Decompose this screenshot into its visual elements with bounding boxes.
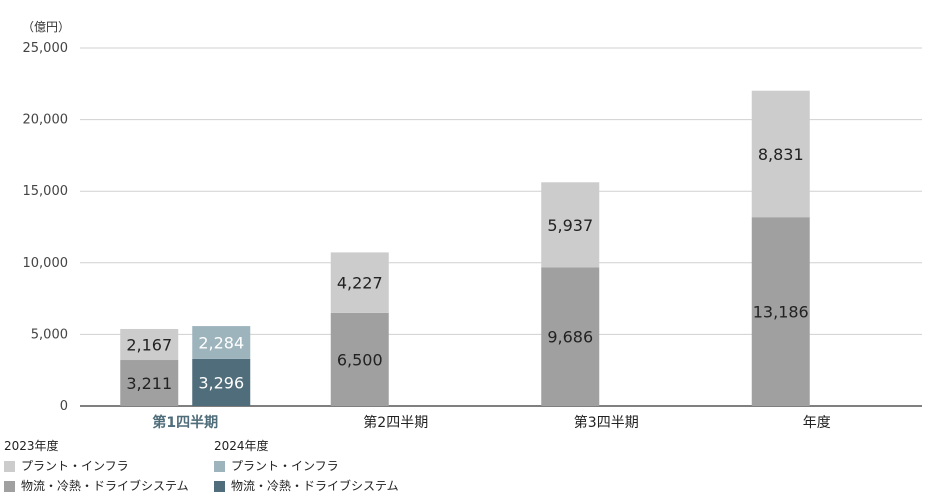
bars — [120, 90, 810, 406]
bar-value-label: 13,186 — [753, 303, 809, 322]
y-tick-label: 20,000 — [23, 113, 69, 128]
bar-segment — [751, 217, 810, 406]
y-tick-label: 5,000 — [31, 327, 68, 342]
legend-2024-item-plant: プラント・インフラ — [214, 456, 399, 476]
legend-2023-item-plant: プラント・インフラ — [4, 456, 189, 476]
legend-2023-label-logistics: 物流・冷熱・ドライブシステム — [21, 479, 189, 493]
legend-2024-swatch-logistics — [214, 480, 225, 492]
legend-2023-item-logistics: 物流・冷熱・ドライブシステム — [4, 476, 189, 496]
bar-value-label: 3,211 — [126, 374, 172, 393]
bar-segment — [330, 312, 389, 406]
legend-2024-label-logistics: 物流・冷熱・ドライブシステム — [231, 479, 399, 493]
bar-value-label: 8,831 — [758, 145, 804, 164]
x-tick-label: 第1四半期 — [152, 414, 218, 431]
bar-segment — [541, 182, 600, 268]
legend-2023-label-plant: プラント・インフラ — [21, 459, 129, 473]
bar-value-label: 4,227 — [337, 274, 383, 293]
bar-segment — [120, 360, 179, 406]
bar-segment — [330, 252, 389, 313]
x-tick-label: 第2四半期 — [363, 414, 428, 431]
bar-value-label: 6,500 — [337, 350, 383, 369]
legend-2024-swatch-plant — [214, 460, 225, 472]
bar-value-label: 2,284 — [198, 333, 244, 352]
x-tick-label: 年度 — [803, 415, 831, 431]
legend-2024-label-plant: プラント・インフラ — [231, 459, 339, 473]
bar-value-label: 2,167 — [126, 336, 172, 355]
bar-value-labels: 3,211 2,167 3,296 2,284 6,500 4,227 9,686 5,937… — [126, 145, 808, 393]
bar-segment — [192, 358, 251, 406]
bar-segment — [751, 90, 810, 218]
y-axis-unit-label: （億円） — [22, 20, 71, 34]
x-axis-labels: 第1四半期 第2四半期 第3四半期 年度 — [152, 414, 830, 431]
y-tick-label: 0 — [60, 399, 68, 414]
legend-2024: 2024年度 プラント・インフラ 物流・冷熱・ドライブシステム — [214, 436, 399, 496]
stacked-bar-chart: 0 5,000 10,000 15,000 20,000 25,000 3,211 2,16… — [23, 41, 922, 431]
y-tick-label: 25,000 — [23, 41, 69, 56]
legend-2023-swatch-plant — [4, 460, 15, 472]
bar-value-label: 5,937 — [547, 216, 593, 235]
bar-segment — [192, 326, 251, 359]
y-tick-label: 15,000 — [23, 184, 69, 199]
y-tick-label: 10,000 — [23, 256, 69, 271]
bar-value-label: 3,296 — [198, 373, 244, 392]
legend-2023: 2023年度 プラント・インフラ 物流・冷熱・ドライブシステム — [4, 436, 189, 496]
legend-2024-item-logistics: 物流・冷熱・ドライブシステム — [214, 476, 399, 496]
bar-segment — [541, 267, 600, 406]
bar-segment — [120, 328, 179, 361]
bar-value-label: 9,686 — [547, 328, 593, 347]
legend-2023-title: 2023年度 — [4, 439, 59, 453]
x-tick-label: 第3四半期 — [574, 414, 639, 431]
y-axis-ticks: 0 5,000 10,000 15,000 20,000 25,000 — [23, 41, 69, 414]
legend-2023-swatch-logistics — [4, 480, 15, 492]
legend-2024-title: 2024年度 — [214, 439, 269, 453]
